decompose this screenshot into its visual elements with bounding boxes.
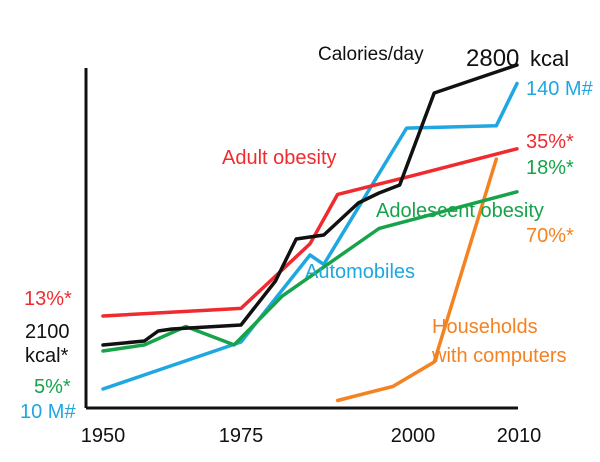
automobiles-end-value: 140 M# bbox=[526, 78, 594, 100]
adolescent-obesity-start-value: 5%* bbox=[34, 376, 71, 398]
series-lines bbox=[101, 63, 519, 403]
adolescent-obesity-series-name: Adolescent obesity bbox=[376, 200, 544, 222]
calories-series-name: Calories/day bbox=[318, 44, 424, 65]
calories-end-unit: kcal bbox=[530, 46, 569, 71]
adult-obesity-series-name: Adult obesity bbox=[222, 147, 337, 169]
x-tick-label: 2010 bbox=[497, 425, 542, 447]
calories-end-value: 2800 bbox=[466, 45, 519, 72]
series-line-households-with-computers bbox=[335, 157, 499, 403]
x-tick-label: 1950 bbox=[81, 425, 126, 447]
calories-start-unit: kcal* bbox=[25, 345, 69, 367]
adult-obesity-end-value: 35%* bbox=[526, 131, 574, 153]
automobiles-series-name: Automobiles bbox=[305, 261, 415, 283]
x-tick-label: 2000 bbox=[391, 425, 436, 447]
axes bbox=[84, 68, 518, 410]
series-line-adolescent-obesity bbox=[101, 190, 519, 353]
computers-series-name-line2: with computers bbox=[431, 345, 567, 367]
series-labels: Calories/day 2800 kcal 2100 kcal* 140 M#… bbox=[20, 44, 594, 423]
series-line-automobiles bbox=[101, 81, 519, 391]
series-line-adult-obesity bbox=[101, 147, 519, 318]
adult-obesity-start-value: 13%* bbox=[24, 288, 72, 310]
computers-series-name-line1: Households bbox=[432, 316, 538, 338]
series-line-calories-day bbox=[101, 63, 519, 347]
automobiles-start-value: 10 M# bbox=[20, 401, 76, 423]
x-tick-labels: 1950 1975 2000 2010 bbox=[81, 425, 542, 447]
x-tick-label: 1975 bbox=[219, 425, 264, 447]
calories-start-value: 2100 bbox=[25, 321, 70, 343]
adolescent-obesity-end-value: 18%* bbox=[526, 157, 574, 179]
computers-end-value: 70%* bbox=[526, 225, 574, 247]
